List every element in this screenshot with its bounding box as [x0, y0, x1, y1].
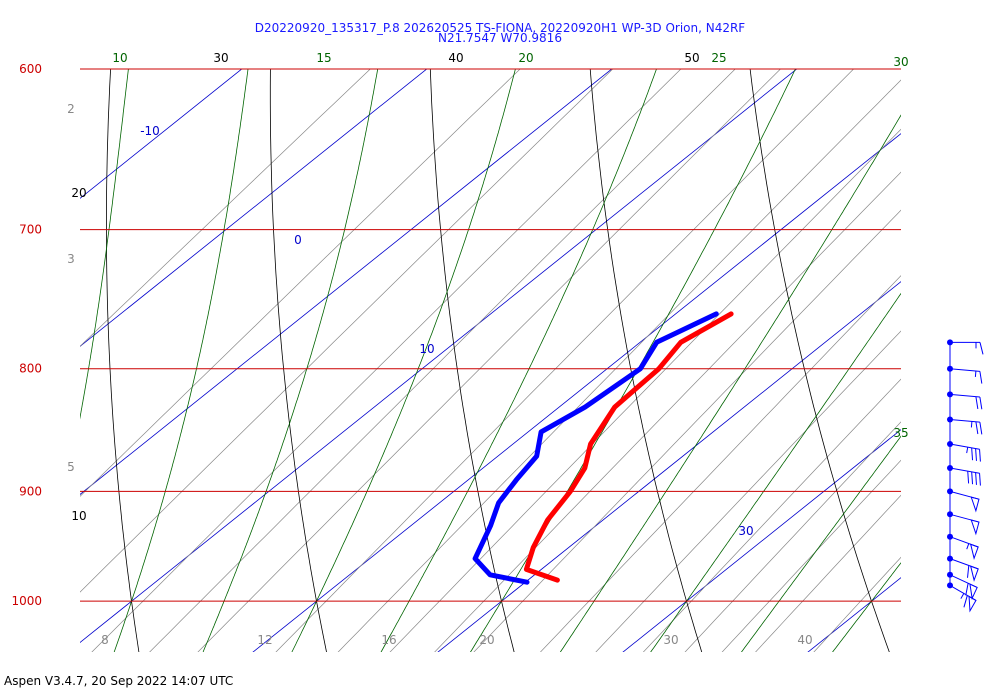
- moist-adiabat-label: 15: [316, 51, 331, 65]
- mixing-ratio-line: [80, 69, 371, 347]
- dry-adiabat-label: 10: [71, 509, 86, 523]
- wind-barb: [949, 443, 981, 462]
- mixing-ratio-line: [91, 69, 682, 652]
- wind-barb: [950, 341, 984, 355]
- pressure-tick-label: 800: [19, 362, 42, 376]
- mixing-ratio-label: 3: [67, 252, 75, 266]
- mixing-ratio-line: [813, 556, 901, 652]
- mixing-ratio-line: [80, 69, 521, 497]
- isotherm-line: [80, 69, 243, 199]
- isotherm-line: [80, 69, 428, 347]
- mixing-ratio-label: 5: [67, 460, 75, 474]
- moist-adiabat-line: [80, 69, 129, 420]
- isotherm-label: 10: [419, 342, 434, 356]
- wind-barb: [949, 574, 978, 601]
- mixing-ratio-line: [721, 459, 901, 652]
- pressure-tick-label: 1000: [11, 594, 42, 608]
- temperature-profile: [523, 311, 734, 583]
- moist-adiabat-label: 35: [893, 426, 908, 440]
- moist-adiabat-line: [291, 69, 516, 652]
- isotherm-label: 30: [738, 524, 753, 538]
- mixing-ratio-label: 12: [257, 633, 272, 647]
- mixing-ratio-line: [197, 69, 781, 652]
- wind-barb: [949, 490, 980, 513]
- dry-adiabat-label: 50: [684, 51, 699, 65]
- dry-adiabat-line: [899, 0, 1000, 662]
- moist-adiabat-line: [113, 69, 249, 652]
- moist-adiabat-line: [741, 435, 901, 652]
- mixing-ratio-label: 20: [479, 633, 494, 647]
- mixing-ratio-line: [473, 209, 901, 652]
- chart-title: D20220920_135317_P.8 202620525 TS-FIONA,…: [254, 21, 746, 35]
- pressure-tick-label: 600: [19, 62, 42, 76]
- moist-adiabat-line: [650, 292, 901, 652]
- mixing-ratio-line: [80, 69, 614, 593]
- mixing-ratio-line: [275, 69, 855, 652]
- mixing-ratio-label: 30: [663, 633, 678, 647]
- mixing-ratio-label: 16: [381, 633, 396, 647]
- moist-adiabat-line: [559, 114, 901, 652]
- wind-barb: [949, 467, 981, 486]
- wind-barb: [949, 558, 979, 582]
- mixing-ratio-label: 2: [67, 102, 75, 116]
- wind-barb: [949, 368, 983, 384]
- dry-adiabat-line: [429, 69, 515, 652]
- mixing-ratio-line: [149, 69, 736, 652]
- moist-adiabat-label: 30: [893, 55, 908, 69]
- dry-adiabat-line: [749, 69, 890, 652]
- wind-barb: [949, 584, 977, 613]
- wind-barb: [949, 536, 979, 560]
- moist-adiabat-line: [202, 69, 379, 652]
- wind-barb: [949, 513, 980, 536]
- isotherm-line: [807, 577, 901, 652]
- moist-adiabat-label: 20: [518, 51, 533, 65]
- footer-text: Aspen V3.4.7, 20 Sep 2022 14:07 UTC: [4, 674, 234, 688]
- isotherm-label: 0: [294, 233, 302, 247]
- isotherm-line: [981, 0, 1000, 662]
- grid-lines: [80, 0, 1000, 662]
- isotherm-line: [437, 281, 901, 652]
- mixing-ratio-line: [389, 128, 901, 652]
- wind-barb: [949, 419, 983, 435]
- mixing-ratio-line: [755, 494, 901, 652]
- dewpoint-profile: [472, 311, 719, 585]
- pressure-tick-label: 700: [19, 223, 42, 237]
- moist-adiabat-label: 25: [711, 51, 726, 65]
- sounding-profiles: [472, 311, 734, 585]
- mixing-ratio-line: [337, 79, 901, 652]
- axis-labels: 600 700 800 900 1000 -10 0 10 30 30 40 50 20 10 10 15 20…: [11, 51, 908, 647]
- moist-adiabat-label: 10: [112, 51, 127, 65]
- isotherm-line: [80, 69, 613, 495]
- mixing-ratio-line: [540, 275, 901, 652]
- dry-adiabat-line: [269, 69, 327, 652]
- moist-adiabat-line: [470, 69, 796, 652]
- mixing-ratio-line: [595, 330, 901, 652]
- moist-adiabat-line: [380, 69, 657, 652]
- dry-adiabat-label: 30: [213, 51, 228, 65]
- isobars: [80, 68, 901, 602]
- dry-adiabat-label: 40: [448, 51, 463, 65]
- pressure-tick-label: 900: [19, 484, 42, 498]
- mixing-ratio-line: [642, 378, 901, 652]
- isotherm-line: [252, 133, 901, 652]
- moist-adiabat-line: [832, 562, 901, 652]
- dry-adiabat-line: [106, 69, 140, 652]
- dry-adiabat-label: 20: [71, 186, 86, 200]
- mixing-ratio-line: [684, 421, 901, 652]
- chart-subtitle: N21.7547 W70.9816: [438, 31, 562, 45]
- isotherm-line: [622, 429, 901, 652]
- isotherm-label: -10: [140, 124, 160, 138]
- wind-profile: [947, 339, 984, 613]
- mixing-ratio-label: 40: [797, 633, 812, 647]
- dry-adiabat-line: [589, 69, 703, 652]
- mixing-ratio-line: [434, 171, 901, 652]
- isotherm-line: [80, 69, 798, 643]
- mixing-ratio-label: 8: [101, 633, 109, 647]
- wind-barb: [949, 393, 983, 410]
